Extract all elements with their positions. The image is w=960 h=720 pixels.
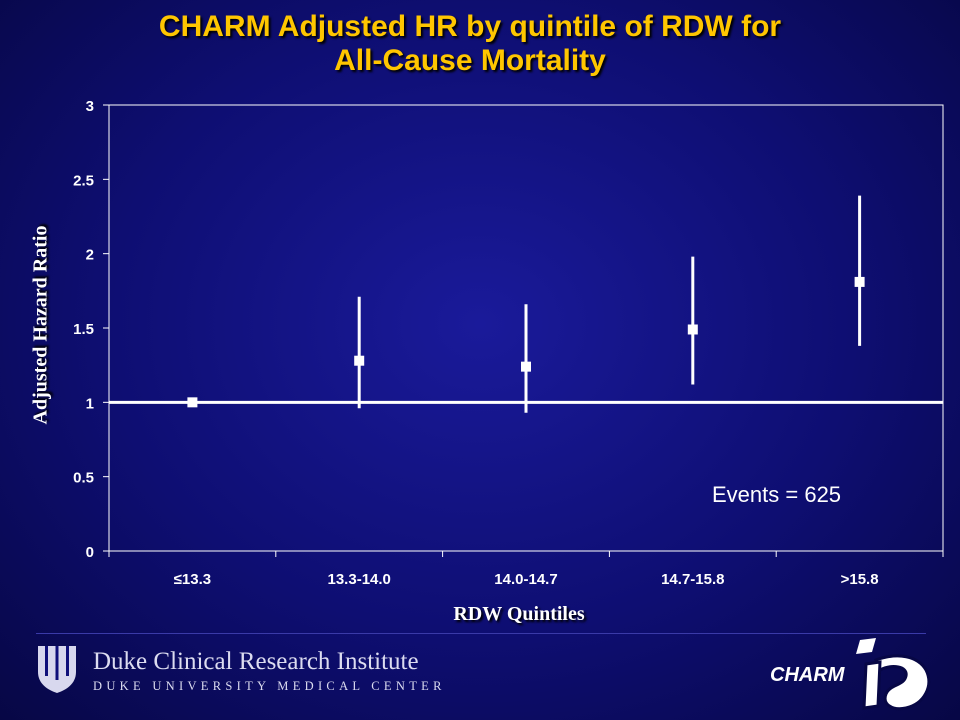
y-tick-label: 0.5 <box>73 470 94 487</box>
y-tick-label: 2 <box>86 247 94 264</box>
institute-subtitle: DUKE UNIVERSITY MEDICAL CENTER <box>93 679 446 693</box>
title-line-2: All-Cause Mortality <box>334 44 606 77</box>
x-tick-label: 13.3-14.0 <box>328 571 391 588</box>
hazard-ratio-point <box>854 276 865 287</box>
y-tick-label: 1 <box>86 395 94 412</box>
x-tick-label: ≤13.3 <box>174 571 211 588</box>
charm-wordmark: CHARM <box>770 664 845 686</box>
y-tick-label: 1.5 <box>73 321 94 338</box>
institute-name: Duke Clinical Research Institute <box>93 648 419 675</box>
x-tick-label: 14.0-14.7 <box>494 571 557 588</box>
x-tick-label: 14.7-15.8 <box>661 571 724 588</box>
x-tick-label: >15.8 <box>841 571 879 588</box>
hazard-ratio-point <box>521 361 531 372</box>
chart-title: CHARM Adjusted HR by quintile of RDW for… <box>0 10 940 78</box>
hazard-ratio-point <box>687 324 698 335</box>
y-tick-label: 2.5 <box>73 172 94 189</box>
title-line-1: CHARM Adjusted HR by quintile of RDW for <box>158 10 782 43</box>
y-axis-label: Adjusted Hazard Ratio <box>29 225 52 425</box>
duke-shield-icon <box>38 646 76 693</box>
hazard-ratio-point <box>354 355 365 366</box>
hazard-ratio-point <box>187 397 198 408</box>
charm-logo-icon <box>856 638 931 711</box>
y-tick-label: 0 <box>86 544 94 561</box>
footer-divider <box>36 633 926 634</box>
events-annotation: Events = 625 <box>712 482 842 507</box>
x-axis-label: RDW Quintiles <box>453 603 585 625</box>
y-tick-label: 3 <box>86 98 94 115</box>
